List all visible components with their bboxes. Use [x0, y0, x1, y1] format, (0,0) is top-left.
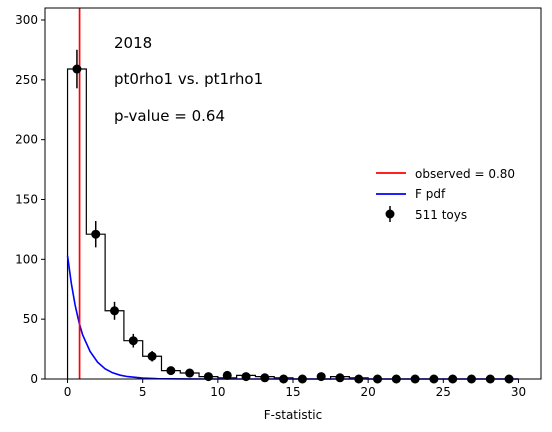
x-tick-label: 25 — [436, 385, 451, 399]
toy-point — [260, 373, 270, 383]
y-tick-label: 300 — [15, 13, 38, 27]
toy-marker — [222, 370, 232, 380]
toy-point — [185, 368, 195, 378]
toy-point — [128, 333, 138, 348]
y-tick-label: 150 — [15, 192, 38, 206]
toy-point — [166, 366, 176, 376]
toy-marker — [147, 351, 157, 361]
toy-point — [222, 370, 232, 380]
annotation-year: 2018 — [114, 34, 152, 52]
y-tick-label: 250 — [15, 73, 38, 87]
annotation-p-value: p-value = 0.64 — [114, 107, 225, 125]
x-tick-label: 5 — [139, 385, 147, 399]
x-tick-label: 30 — [511, 385, 526, 399]
x-tick-label: 15 — [285, 385, 300, 399]
toy-point — [241, 372, 251, 382]
legend-f-pdf-label: F pdf — [415, 187, 446, 201]
x-axis-label: F-statistic — [264, 408, 322, 422]
toy-point — [203, 372, 213, 382]
legend-toys-marker — [385, 209, 395, 219]
toy-marker — [335, 373, 345, 383]
legend: observed = 0.80 F pdf 511 toys — [376, 167, 515, 222]
toy-marker — [91, 229, 101, 239]
y-tick-label: 0 — [30, 372, 38, 386]
toy-point — [147, 350, 157, 362]
toy-marker — [166, 366, 176, 376]
annotation-comparison: pt0rho1 vs. pt1rho1 — [114, 70, 263, 88]
toy-point — [335, 373, 345, 383]
legend-observed-label: observed = 0.80 — [415, 167, 515, 181]
toy-marker — [128, 336, 138, 346]
toy-marker — [260, 373, 270, 383]
legend-toys-label: 511 toys — [415, 208, 467, 222]
x-tick-label: 20 — [361, 385, 376, 399]
y-tick-label: 200 — [15, 133, 38, 147]
y-tick-label: 100 — [15, 252, 38, 266]
toy-point — [72, 49, 82, 89]
toy-marker — [110, 306, 120, 316]
toy-marker — [203, 372, 213, 382]
y-tick-label: 50 — [23, 312, 38, 326]
toy-point — [316, 372, 326, 382]
toy-marker — [241, 372, 251, 382]
toy-point — [110, 301, 120, 320]
toy-point — [91, 221, 101, 248]
toy-marker — [185, 368, 195, 378]
x-tick-label: 0 — [64, 385, 72, 399]
toy-marker — [316, 372, 326, 382]
x-tick-label: 10 — [210, 385, 225, 399]
toy-marker — [72, 64, 82, 74]
annotations: 2018 pt0rho1 vs. pt1rho1 p-value = 0.64 — [114, 34, 263, 125]
